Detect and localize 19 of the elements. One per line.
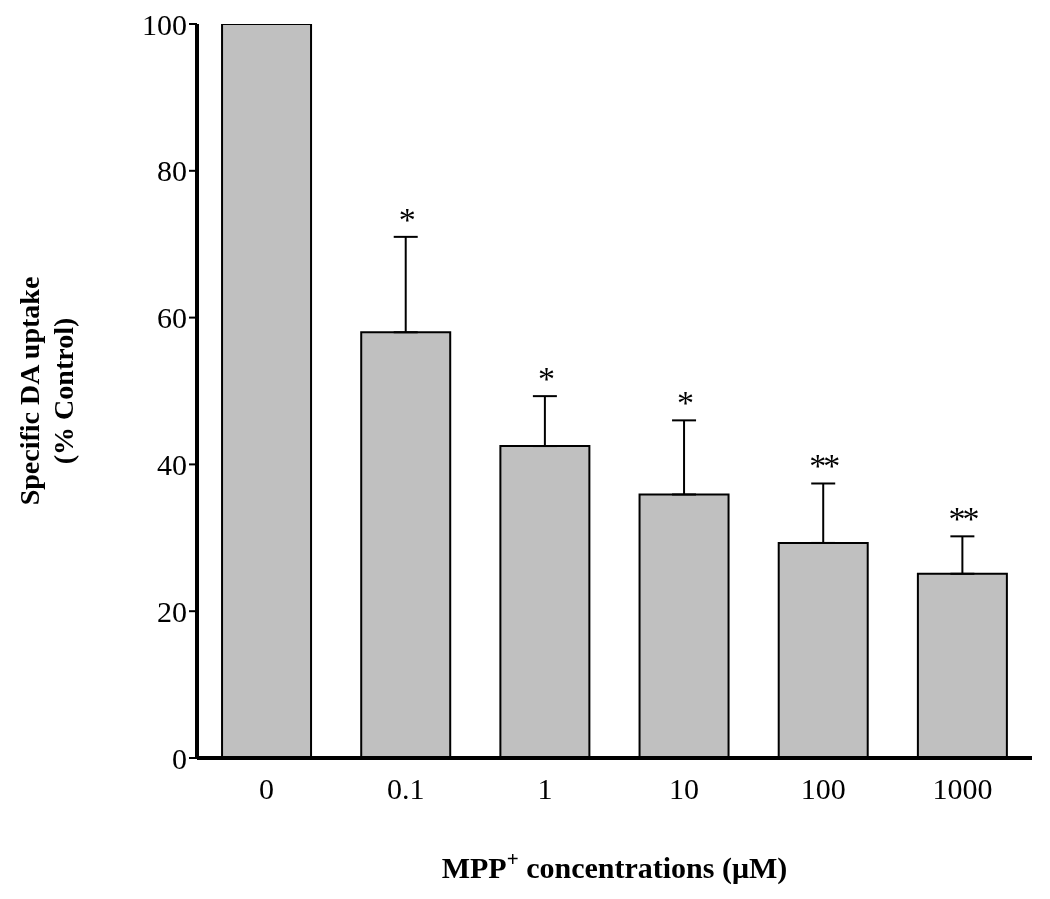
annotation: ** xyxy=(809,447,840,485)
annotation: * xyxy=(677,384,694,422)
annotation: * xyxy=(537,360,554,398)
y-tick-label: 100 xyxy=(142,7,187,41)
annotation: * xyxy=(398,200,415,238)
y-tick-label: 0 xyxy=(172,741,187,775)
x-axis-title: MPP$^{+}$ concentrations (μM) xyxy=(441,847,788,885)
y-tick-label: 20 xyxy=(157,594,187,628)
y-axis-title: Specific DA uptake (% Control) xyxy=(14,276,79,506)
x-tick-label: 0 xyxy=(259,772,275,806)
x-tick-label: 1000 xyxy=(932,772,993,806)
x-tick-label: 100 xyxy=(800,772,846,806)
y-tick-label: 80 xyxy=(157,154,187,188)
x-tick-label: 0.1 xyxy=(387,772,425,806)
annotation: ** xyxy=(948,500,979,538)
y-tick-label: 60 xyxy=(157,301,187,335)
x-tick-label: 10 xyxy=(669,772,700,806)
y-tick-label: 40 xyxy=(157,448,187,482)
x-tick-label: 1 xyxy=(537,772,553,806)
